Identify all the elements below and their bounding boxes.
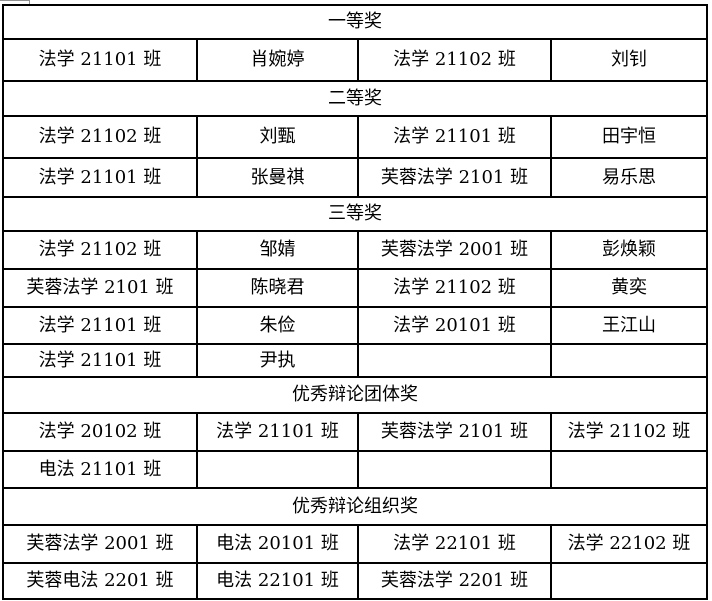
class-cell: 法学 20101 班 — [357, 306, 552, 345]
table-row: 法学 20102 班 法学 21101 班 芙蓉法学 2101 班 法学 211… — [2, 412, 708, 452]
empty-cell — [550, 450, 708, 489]
winner-name-cell: 肖婉婷 — [196, 38, 359, 82]
awards-table: 一等奖 法学 21101 班 肖婉婷 法学 21102 班 刘钊 二等奖 法学 … — [2, 4, 708, 600]
table-row: 法学 21101 班 朱俭 法学 20101 班 王江山 — [2, 306, 708, 345]
class-cell: 法学 21102 班 — [357, 38, 552, 82]
winner-name-cell: 邹婧 — [196, 230, 359, 270]
class-cell: 法学 22102 班 — [550, 524, 708, 564]
class-cell: 法学 21102 班 — [2, 230, 198, 270]
table-row: 法学 21102 班 邹婧 芙蓉法学 2001 班 彭焕颖 — [2, 230, 708, 270]
table-row: 法学 21102 班 刘甄 法学 21101 班 田宇恒 — [2, 115, 708, 159]
empty-cell — [357, 343, 552, 378]
class-cell: 法学 21101 班 — [2, 343, 198, 378]
table-row: 芙蓉法学 2001 班 电法 20101 班 法学 22101 班 法学 221… — [2, 524, 708, 564]
winner-name-cell: 彭焕颖 — [550, 230, 708, 270]
class-cell: 芙蓉法学 2101 班 — [357, 157, 552, 198]
winner-name-cell: 黄奕 — [550, 268, 708, 308]
class-cell: 电法 21101 班 — [2, 450, 198, 489]
class-cell: 电法 20101 班 — [196, 524, 359, 564]
winner-name-cell: 田宇恒 — [550, 115, 708, 159]
class-cell: 电法 22101 班 — [196, 562, 359, 600]
table-row: 电法 21101 班 — [2, 450, 708, 489]
class-cell: 芙蓉法学 2001 班 — [2, 524, 198, 564]
winner-name-cell: 刘甄 — [196, 115, 359, 159]
class-cell: 法学 21101 班 — [2, 157, 198, 198]
class-cell: 芙蓉法学 2001 班 — [357, 230, 552, 270]
table-row: 法学 21101 班 张曼祺 芙蓉法学 2101 班 易乐思 — [2, 157, 708, 198]
section-title-first-prize: 一等奖 — [2, 4, 708, 40]
class-cell: 法学 22101 班 — [357, 524, 552, 564]
section-header-row: 一等奖 — [2, 4, 708, 40]
table-row: 法学 21101 班 肖婉婷 法学 21102 班 刘钊 — [2, 38, 708, 82]
section-title-second-prize: 二等奖 — [2, 80, 708, 117]
section-title-organization-award: 优秀辩论组织奖 — [2, 487, 708, 526]
winner-name-cell: 尹执 — [196, 343, 359, 378]
section-header-row: 二等奖 — [2, 80, 708, 117]
table-row: 芙蓉法学 2101 班 陈晓君 法学 21102 班 黄奕 — [2, 268, 708, 308]
class-cell: 法学 21101 班 — [2, 38, 198, 82]
class-cell: 法学 21102 班 — [357, 268, 552, 308]
class-cell: 法学 21101 班 — [357, 115, 552, 159]
section-header-row: 三等奖 — [2, 196, 708, 232]
winner-name-cell: 易乐思 — [550, 157, 708, 198]
class-cell: 法学 21101 班 — [2, 306, 198, 345]
class-cell: 芙蓉法学 2101 班 — [357, 412, 552, 452]
table-row: 芙蓉电法 2201 班 电法 22101 班 芙蓉法学 2201 班 — [2, 562, 708, 600]
class-cell: 芙蓉电法 2201 班 — [2, 562, 198, 600]
class-cell: 芙蓉法学 2201 班 — [357, 562, 552, 600]
class-cell: 法学 21102 班 — [2, 115, 198, 159]
empty-cell — [196, 450, 359, 489]
section-title-third-prize: 三等奖 — [2, 196, 708, 232]
table-row: 法学 21101 班 尹执 — [2, 343, 708, 378]
class-cell: 法学 21101 班 — [196, 412, 359, 452]
empty-cell — [550, 343, 708, 378]
empty-cell — [357, 450, 552, 489]
winner-name-cell: 朱俭 — [196, 306, 359, 345]
winner-name-cell: 刘钊 — [550, 38, 708, 82]
winner-name-cell: 王江山 — [550, 306, 708, 345]
section-header-row: 优秀辩论团体奖 — [2, 376, 708, 414]
class-cell: 芙蓉法学 2101 班 — [2, 268, 198, 308]
winner-name-cell: 陈晓君 — [196, 268, 359, 308]
class-cell: 法学 21102 班 — [550, 412, 708, 452]
empty-cell — [550, 562, 708, 600]
class-cell: 法学 20102 班 — [2, 412, 198, 452]
section-title-team-award: 优秀辩论团体奖 — [2, 376, 708, 414]
section-header-row: 优秀辩论组织奖 — [2, 487, 708, 526]
screen-edge-artifact — [0, 0, 30, 6]
winner-name-cell: 张曼祺 — [196, 157, 359, 198]
